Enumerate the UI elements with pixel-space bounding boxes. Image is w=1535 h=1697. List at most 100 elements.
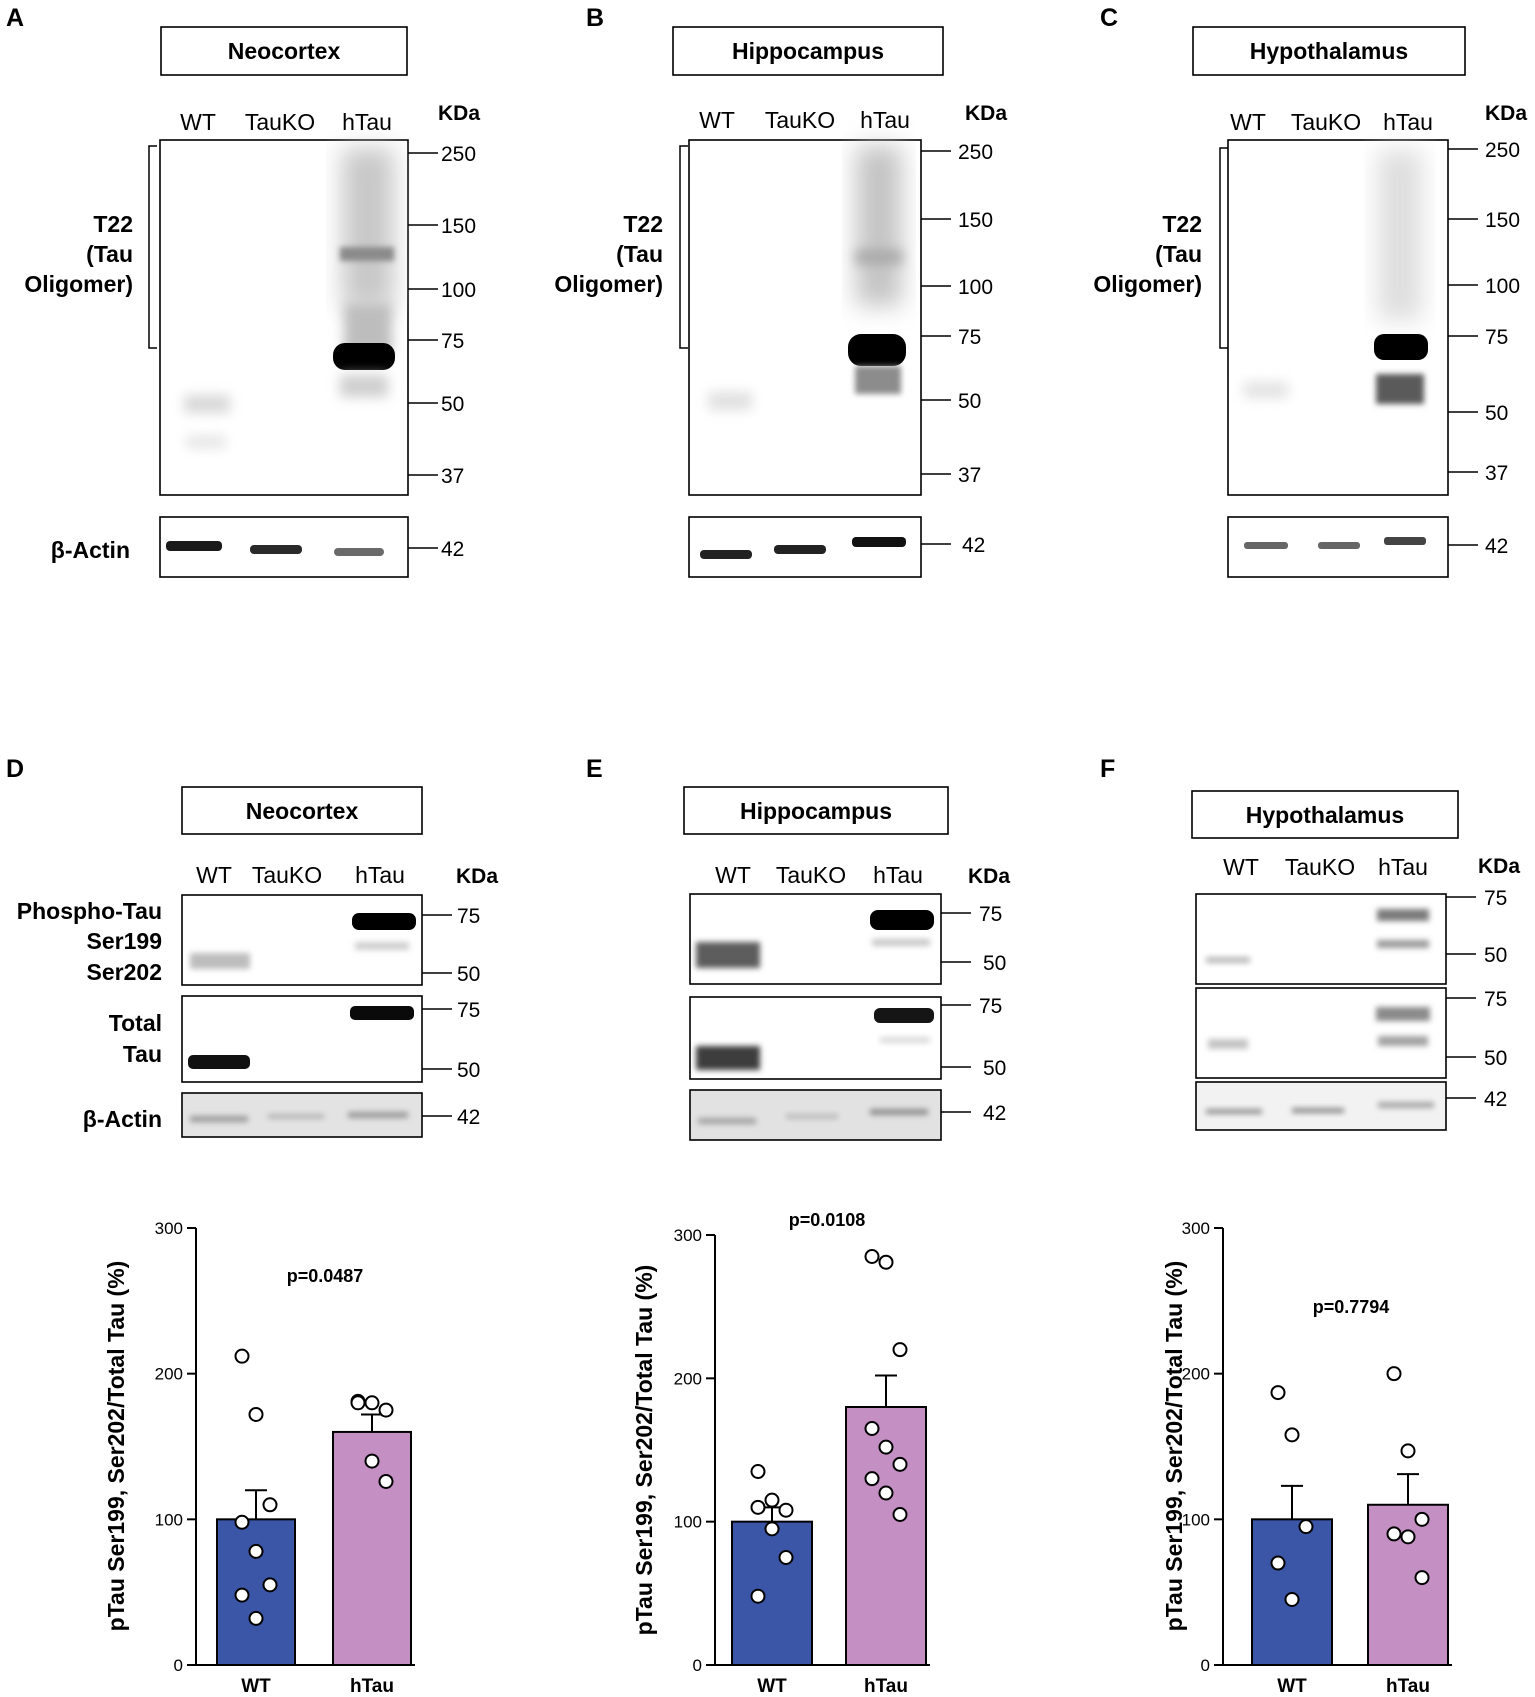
region-title: Hypothalamus <box>1250 38 1408 64</box>
band-wt <box>188 1055 250 1069</box>
actin-band <box>698 1118 756 1124</box>
marker-label-75: 75 <box>457 999 480 1022</box>
band-monomer <box>333 343 395 370</box>
y-tick-label: 200 <box>1182 1365 1210 1384</box>
data-point <box>248 1406 264 1422</box>
data-point <box>378 1473 394 1489</box>
marker-label-250: 250 <box>441 143 476 166</box>
y-tick-label: 100 <box>674 1513 702 1532</box>
actin-band <box>1378 1102 1434 1108</box>
antibody-label-line3: Oligomer) <box>24 271 133 297</box>
data-point <box>1270 1385 1286 1401</box>
data-point <box>764 1492 780 1508</box>
band-htau <box>874 1008 934 1023</box>
kda-header: KDa <box>968 865 1010 888</box>
marker-label-50: 50 <box>958 390 981 413</box>
total-tau-membrane <box>1195 987 1447 1079</box>
region-title: Hippocampus <box>740 798 892 824</box>
antibody-bracket <box>148 145 157 349</box>
lane-label-htau: hTau <box>873 862 923 888</box>
lane-label-wt: WT <box>715 862 751 888</box>
data-point <box>1386 1366 1402 1382</box>
data-point <box>248 1610 264 1626</box>
band-smear <box>342 148 394 308</box>
data-point <box>262 1577 278 1593</box>
region-title-box <box>181 786 423 835</box>
lane-label-htau: hTau <box>342 109 392 135</box>
actin-band <box>1244 542 1288 549</box>
actin-band <box>250 545 302 554</box>
data-point <box>1270 1555 1286 1571</box>
bar-wt <box>216 1518 296 1667</box>
marker-label-75: 75 <box>1485 326 1508 349</box>
region-title: Hippocampus <box>732 38 884 64</box>
region-title-box <box>672 26 944 76</box>
data-point <box>750 1588 766 1604</box>
lane-label-wt: WT <box>180 109 216 135</box>
marker-label-42: 42 <box>983 1102 1006 1125</box>
y-tick-label: 100 <box>155 1510 183 1529</box>
data-point <box>350 1395 366 1411</box>
panel-letter-c: C <box>1100 4 1118 32</box>
data-point <box>1414 1570 1430 1586</box>
marker-label-150: 150 <box>1485 209 1520 232</box>
data-point <box>878 1485 894 1501</box>
y-tick-label: 100 <box>1182 1510 1210 1529</box>
data-point <box>1284 1427 1300 1443</box>
data-point <box>378 1402 394 1418</box>
data-point <box>1400 1443 1416 1459</box>
y-tick-label: 0 <box>174 1656 183 1675</box>
antibody-label-line2: (Tau <box>86 241 133 267</box>
lane-label-taukko: TauKO <box>1291 109 1361 135</box>
band-faint <box>186 436 226 448</box>
lane-label-htau: hTau <box>1383 109 1433 135</box>
region-title: Neocortex <box>228 38 341 64</box>
marker-label-150: 150 <box>441 215 476 238</box>
data-point <box>864 1471 880 1487</box>
actin-band <box>786 1114 838 1119</box>
marker-label-50: 50 <box>983 1057 1006 1080</box>
phospho-membrane <box>181 894 423 986</box>
band-faint <box>708 392 752 410</box>
band-lower <box>855 366 901 394</box>
lane-label-wt: WT <box>196 862 232 888</box>
kda-header: KDa <box>1485 102 1527 125</box>
y-tick-label: 300 <box>674 1226 702 1245</box>
band-lower <box>1377 940 1429 948</box>
data-point <box>234 1514 250 1530</box>
band-wt <box>696 942 760 968</box>
data-point <box>1400 1529 1416 1545</box>
marker-label-50: 50 <box>1484 944 1507 967</box>
y-tick-label: 300 <box>1182 1219 1210 1238</box>
actin-band <box>1318 542 1360 549</box>
band-faint <box>340 375 388 397</box>
region-title-box <box>160 26 408 76</box>
band-htau <box>870 910 934 930</box>
y-axis-label: pTau Ser199, Ser202/Total Tau (%) <box>631 1265 657 1636</box>
band-wt <box>696 1046 760 1070</box>
actin-band <box>348 1112 408 1118</box>
data-point <box>1284 1591 1300 1607</box>
phospho-label-line1: Phospho-Tau <box>17 898 162 924</box>
marker-label-50: 50 <box>457 963 480 986</box>
p-value: p=0.7794 <box>1313 1297 1390 1317</box>
category-label-htau: hTau <box>350 1676 394 1697</box>
lane-label-wt: WT <box>1230 109 1266 135</box>
lane-label-taukko: TauKO <box>765 107 835 133</box>
bar-chart-hypothalamus: 0 100 200 300 WT hTau p=0.7794 pTau Ser199, Ser… <box>1161 1219 1452 1697</box>
y-tick-label: 200 <box>155 1365 183 1384</box>
band-htau <box>350 1006 414 1020</box>
category-label-htau: hTau <box>864 1676 908 1697</box>
blot-bands <box>708 146 906 410</box>
lane-label-taukko: TauKO <box>252 862 322 888</box>
data-point <box>262 1497 278 1513</box>
data-point <box>1386 1526 1402 1542</box>
category-label-wt: WT <box>1277 1676 1307 1697</box>
data-point <box>864 1421 880 1436</box>
marker-label-37: 37 <box>958 464 981 487</box>
panel-c: C Hypothalamus WT TauKO hTau KDa T22 (Ta… <box>1093 4 1527 578</box>
marker-label-250: 250 <box>1485 139 1520 162</box>
y-tick-label: 0 <box>693 1656 702 1675</box>
panel-letter-e: E <box>586 755 603 783</box>
bar-chart-neocortex: 0 100 200 300 WT hTau p=0.0487 pTau Ser199, Ser… <box>103 1219 415 1697</box>
